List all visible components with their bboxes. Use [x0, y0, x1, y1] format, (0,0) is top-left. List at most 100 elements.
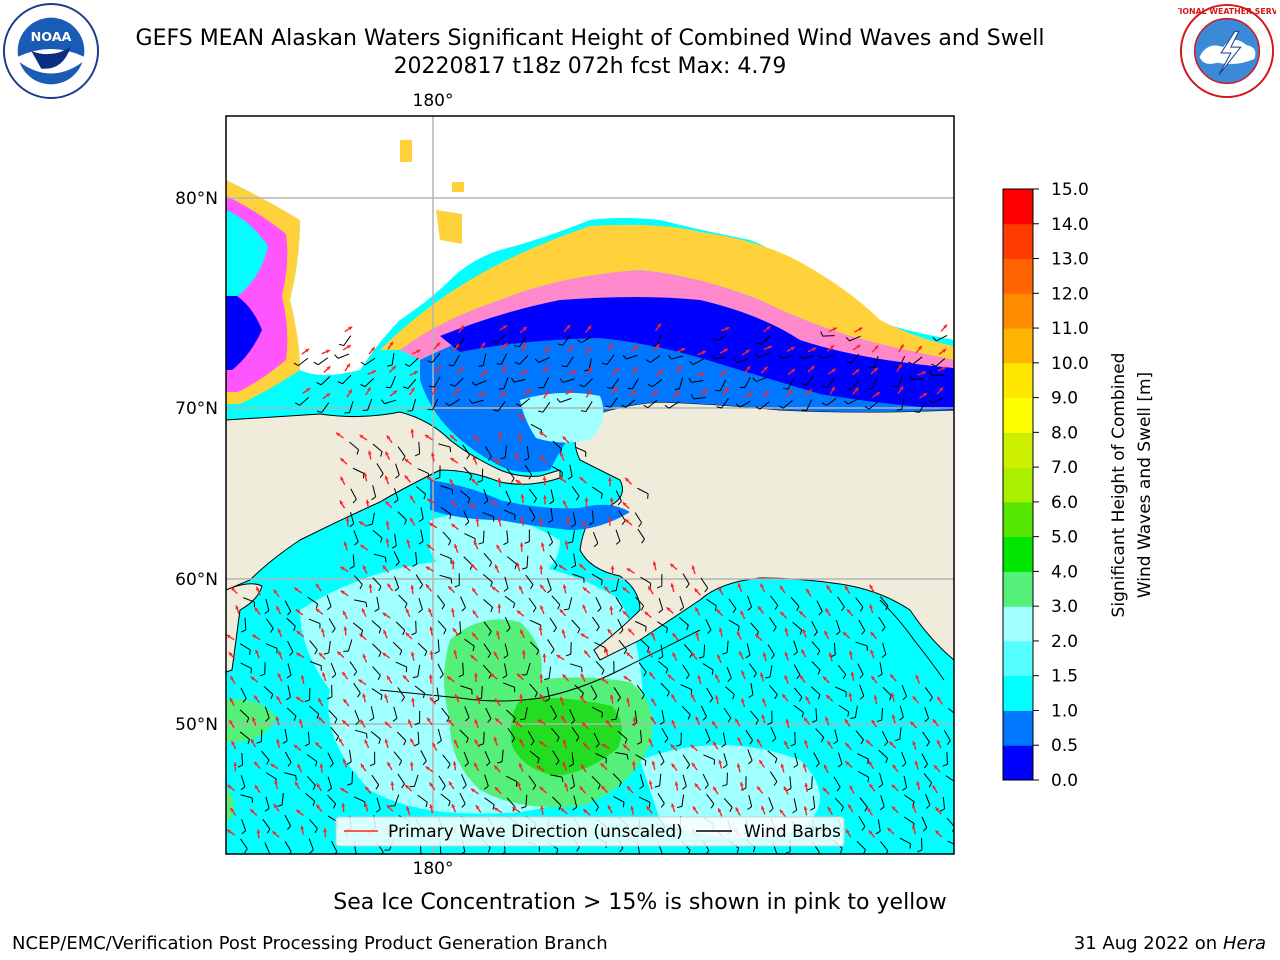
wave-direction-arrowhead	[359, 434, 364, 439]
wave-direction-arrowhead	[274, 780, 278, 785]
wind-barb-flag	[811, 719, 817, 723]
wave-direction-arrowhead	[892, 764, 897, 769]
wind-barb-staff	[284, 751, 292, 763]
wave-direction-arrowhead	[371, 370, 376, 374]
wind-barb-staff	[307, 596, 318, 605]
wind-barb-flag	[544, 677, 550, 681]
wind-barb-staff	[481, 685, 483, 699]
wave-direction-arrowhead	[522, 343, 527, 348]
wind-barb-flag	[316, 410, 322, 413]
wave-direction-arrowhead	[368, 584, 373, 588]
wave-direction-arrowhead	[540, 584, 544, 589]
wave-direction-arrowhead	[386, 804, 391, 809]
wave-direction-arrowhead	[410, 585, 415, 589]
wave-direction-arrowhead	[523, 369, 528, 374]
wave-direction-arrowhead	[627, 786, 631, 791]
wave-direction-arrowhead	[628, 628, 632, 633]
wind-barb-staff	[328, 709, 338, 720]
wind-barb-staff	[826, 377, 835, 388]
wave-direction-arrowhead	[828, 652, 833, 657]
wind-barb-staff	[503, 663, 508, 676]
wind-barb-flag	[932, 337, 937, 342]
wind-barb-flag	[859, 674, 864, 679]
wind-barb-staff	[306, 776, 316, 786]
wave-direction-arrowhead	[384, 739, 389, 744]
wind-barb-flag	[490, 581, 493, 587]
wind-barb-flag	[448, 801, 451, 807]
wind-barb-staff	[287, 640, 294, 653]
wind-barb-staff	[769, 771, 778, 782]
wind-barb-staff	[372, 643, 382, 653]
wave-direction-arrowhead	[648, 586, 652, 591]
wind-barb-flag	[639, 785, 644, 790]
wave-direction-arrowhead	[713, 786, 717, 791]
wave-direction-arrowhead	[869, 584, 874, 589]
wind-barb-flag	[748, 760, 753, 765]
wind-barb-staff	[945, 775, 954, 782]
wave-direction-arrowhead	[540, 455, 544, 460]
wave-direction-arrowhead	[694, 783, 699, 788]
wind-barb-flag	[293, 626, 296, 632]
wind-barb-staff	[805, 375, 815, 386]
wind-barb-staff	[793, 664, 801, 676]
wind-barb-staff	[376, 797, 381, 810]
wave-direction-arrowhead	[832, 327, 837, 331]
wind-barb-flag	[286, 696, 291, 701]
wind-barb-staff	[911, 378, 924, 381]
wave-direction-arrowhead	[370, 347, 375, 352]
wind-barb-staff	[572, 573, 584, 579]
wind-barb-flag	[615, 540, 621, 545]
wave-direction-arrowhead	[562, 761, 567, 766]
wind-barb-flag	[411, 632, 417, 636]
wave-direction-arrowhead	[765, 390, 769, 395]
wind-barb-flag	[530, 740, 535, 746]
wave-direction-arrowhead	[867, 807, 872, 812]
wave-direction-arrowhead	[651, 698, 655, 703]
wind-barb-staff	[415, 552, 418, 565]
wave-direction-arrowhead	[562, 739, 567, 744]
wind-barb-staff	[634, 512, 643, 524]
wind-barb-flag	[666, 691, 670, 697]
wave-direction-arrowhead	[763, 366, 768, 371]
wind-barb-flag	[756, 342, 762, 345]
wave-direction-arrowhead	[490, 673, 495, 678]
wind-barb-staff	[420, 750, 427, 762]
wave-direction-arrowhead	[254, 607, 259, 612]
wave-direction-arrowhead	[563, 500, 567, 505]
wind-barb-staff	[463, 751, 469, 764]
wind-barb-flag	[588, 522, 594, 526]
wind-barb-staff	[549, 555, 558, 566]
wave-direction-arrowhead	[337, 651, 342, 656]
wind-barb-staff	[760, 335, 770, 345]
wave-direction-arrowhead	[336, 432, 341, 437]
wave-direction-arrowhead	[410, 738, 414, 743]
wind-barb-staff	[440, 793, 451, 802]
wind-barb-staff	[308, 618, 321, 625]
wave-direction-arrowhead	[870, 649, 874, 654]
wave-direction-arrowhead	[429, 697, 434, 702]
wave-direction-arrowhead	[503, 343, 508, 348]
wind-barb-flag	[777, 354, 782, 359]
wind-barb-staff	[286, 617, 296, 627]
wind-barb-staff	[371, 620, 382, 630]
wind-barb-staff	[560, 397, 572, 403]
wind-barb-flag	[914, 411, 920, 413]
wave-direction-arrowhead	[858, 327, 863, 332]
wave-direction-arrowhead	[678, 365, 682, 370]
wave-direction-arrowhead	[651, 761, 656, 765]
wave-direction-arrowhead	[539, 431, 544, 436]
wind-barb-flag	[640, 605, 645, 611]
wind-barb-staff	[463, 510, 470, 522]
wind-barb-flag	[241, 830, 246, 835]
wind-barb-flag	[767, 722, 773, 725]
wave-direction-arrowhead	[899, 386, 904, 391]
wave-direction-arrowhead	[649, 672, 654, 677]
wind-barb-flag	[817, 669, 821, 675]
wave-direction-arrowhead	[757, 606, 762, 611]
wind-barb-flag	[378, 586, 382, 592]
wind-barb-staff	[736, 358, 749, 364]
wave-direction-arrowhead	[495, 698, 499, 703]
wave-direction-arrowhead	[644, 611, 649, 616]
wind-barb-staff	[504, 576, 509, 589]
wave-direction-arrowhead	[566, 517, 570, 521]
